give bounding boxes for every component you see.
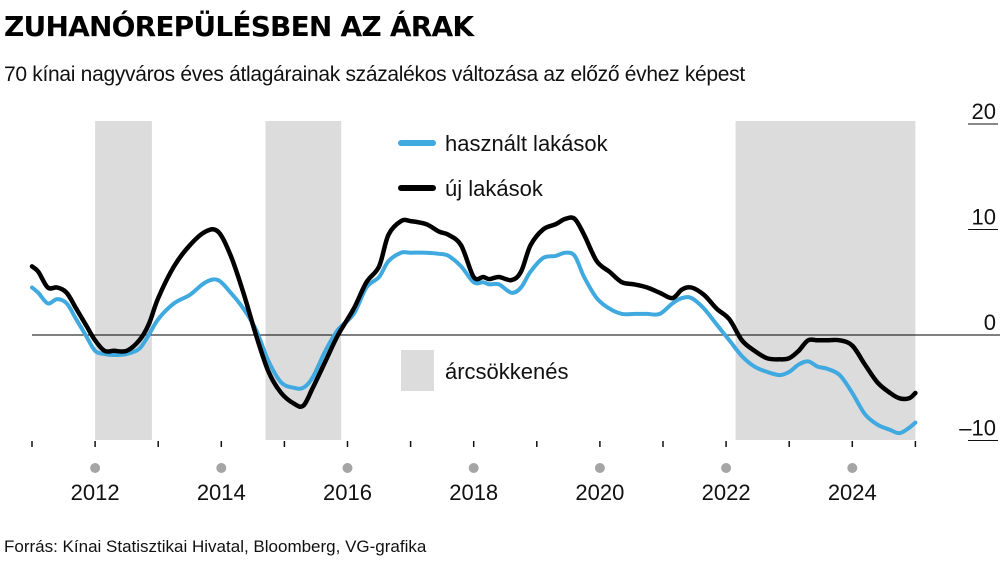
source-note: Forrás: Kínai Statisztikai Hivatal, Bloo…	[4, 537, 427, 556]
legend-shade-swatch	[401, 350, 434, 391]
y-tick-label: 10	[972, 205, 996, 230]
x-tick-label: 2022	[702, 480, 751, 505]
shaded-period-1	[95, 121, 152, 440]
series-lines	[29, 215, 918, 436]
y-tick-label: –10	[959, 416, 996, 441]
shaded-period-2	[265, 121, 342, 440]
chart-title: ZUHANÓREPÜLÉSBEN AZ ÁRAK	[4, 10, 474, 43]
y-tick-label: 0	[984, 310, 996, 335]
x-tick-label: 2020	[575, 480, 624, 505]
year-dot	[847, 463, 858, 473]
x-tick-label: 2018	[449, 480, 498, 505]
y-axis: 20 10 0 –10	[959, 99, 998, 441]
year-dot	[468, 463, 479, 473]
series-line-hasznalt-lakasok	[30, 250, 918, 436]
legend: használt lakások új lakások árcsökkenés	[398, 131, 609, 391]
year-dot	[90, 463, 101, 473]
legend-label: új lakások	[445, 176, 544, 201]
year-dot	[342, 463, 353, 473]
x-tick-label: 2024	[828, 480, 877, 505]
year-dot	[594, 463, 605, 473]
y-tick-label: 20	[972, 99, 996, 124]
series-line-uj-lakasok	[29, 215, 918, 410]
legend-shade-label: árcsökkenés	[445, 359, 569, 384]
year-dot	[216, 463, 227, 473]
x-tick-label: 2014	[197, 480, 246, 505]
legend-label: használt lakások	[445, 131, 609, 156]
x-axis: 2012 2014 2016 2018 2020 2022 2024	[31, 441, 917, 505]
x-tick-label: 2012	[71, 480, 120, 505]
year-dot	[721, 463, 732, 473]
x-tick-label: 2016	[323, 480, 372, 505]
chart-subtitle: 70 kínai nagyváros éves átlagárainak szá…	[4, 63, 745, 86]
